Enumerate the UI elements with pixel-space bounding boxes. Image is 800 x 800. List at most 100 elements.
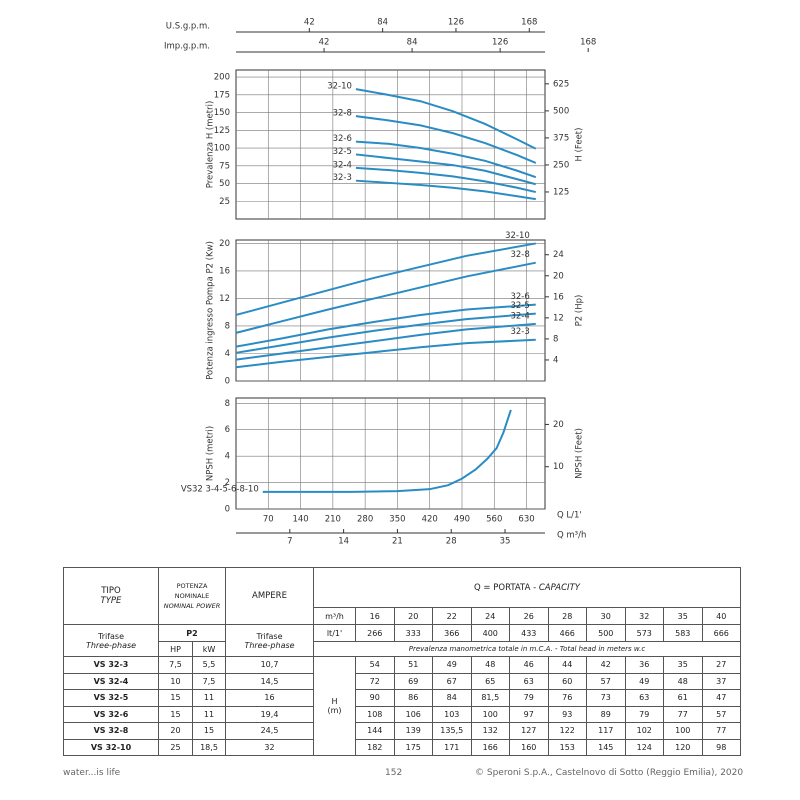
- cell-text: 573: [636, 628, 652, 638]
- top-axis-tick-label: 168: [580, 38, 596, 48]
- table-cell: 44: [547, 656, 587, 674]
- table-cell: 42: [586, 656, 626, 674]
- cell-text: 69: [408, 676, 419, 686]
- cell-text: 124: [636, 742, 652, 752]
- x2-tick-label: 14: [338, 537, 349, 547]
- cell-text: H: [331, 697, 338, 706]
- y-tick-label: 16: [219, 266, 230, 276]
- table-cell: 400: [470, 624, 510, 642]
- cell-text: 19,4: [260, 709, 279, 719]
- table-cell: 15: [158, 705, 193, 723]
- cell-text: TIPO: [101, 586, 121, 596]
- cell-text: 145: [598, 742, 614, 752]
- y-tick-label: 25: [219, 197, 230, 207]
- table-cell: 60: [547, 672, 587, 690]
- table-cell: 20: [393, 607, 433, 625]
- table-cell: 16: [355, 607, 395, 625]
- table-cell: 10,7: [225, 656, 314, 674]
- cell-text: 49: [639, 676, 650, 686]
- series-label: 32-3: [333, 173, 352, 183]
- table-cell: 18,5: [192, 738, 226, 756]
- cell-text: Prevalenza manometrica totale in m.C.A. …: [408, 645, 646, 653]
- table-row: VS 32-6 15 11 19,4 108 106 103 100 97 93 89 79 77 57: [63, 705, 741, 723]
- table-cell: VS 32-8: [63, 722, 159, 740]
- cell-text: 60: [562, 676, 573, 686]
- series-label: VS32 3-4-5-6-8-10: [181, 484, 259, 494]
- table-cell: 89: [586, 705, 626, 723]
- cell-text: VS 32-8: [93, 726, 129, 736]
- table-cell: 28: [547, 607, 587, 625]
- table-cell: 37: [701, 672, 741, 690]
- table-cell: 48: [470, 656, 510, 674]
- cell-text: 28: [562, 611, 573, 621]
- table-cell: Trifase Three-phase: [63, 624, 159, 657]
- cell-text: 14,5: [260, 676, 279, 686]
- y-axis-label: NPSH (metri): [206, 426, 216, 481]
- cell-text: 182: [367, 742, 383, 752]
- table-cell: 32: [225, 738, 314, 756]
- footer-left: water...is life: [63, 768, 121, 778]
- cell-text: 266: [367, 628, 383, 638]
- table-cell: 72: [355, 672, 395, 690]
- table-cell: 73: [586, 689, 626, 707]
- series-label: 32-8: [333, 109, 352, 119]
- cell-text: 35: [677, 660, 688, 670]
- cell-text: Three-phase: [244, 640, 295, 650]
- y-tick-label: 4: [225, 349, 230, 359]
- cell-text: Trifase: [256, 631, 283, 641]
- cell-text: 20: [408, 611, 419, 621]
- y-tick-label: 150: [214, 108, 230, 118]
- y-tick-label: 175: [214, 90, 230, 100]
- table-cell: 22: [432, 607, 472, 625]
- cell-text: 10: [170, 676, 181, 686]
- table-cell: VS 32-5: [63, 689, 159, 707]
- y-tick-label: 50: [219, 179, 230, 189]
- x-tick-label: 630: [518, 515, 534, 525]
- table-cell: 15: [192, 722, 226, 740]
- y-tick-label: 12: [219, 294, 230, 304]
- y-tick-label: 0: [225, 377, 230, 387]
- cell-text: Three-phase: [85, 640, 137, 650]
- cell-text: lt/1': [326, 628, 343, 638]
- table-cell: 124: [624, 738, 664, 756]
- cell-text: 47: [716, 693, 727, 703]
- y-tick-label: 8: [225, 399, 230, 409]
- y-tick-label: 6: [225, 425, 230, 435]
- table-cell: 79: [509, 689, 549, 707]
- cell-text: 466: [559, 628, 575, 638]
- cell-text: 15: [203, 726, 215, 736]
- y2-tick-label: 20: [553, 271, 564, 281]
- table-cell: 102: [624, 722, 664, 740]
- cell-text: 86: [408, 693, 419, 703]
- table-cell: 79: [624, 705, 664, 723]
- cell-text: kW: [202, 644, 216, 654]
- table-cell: 49: [432, 656, 472, 674]
- cell-text: 15: [170, 709, 181, 719]
- cell-text: 51: [408, 660, 419, 670]
- table-cell: 11: [192, 689, 226, 707]
- table-cell: POTENZA NOMINALE NOMINAL POWER: [158, 567, 226, 625]
- y2-tick-label: 20: [553, 420, 564, 430]
- table-cell: 20: [158, 722, 193, 740]
- cell-text: 132: [482, 726, 498, 736]
- cell-text: 89: [600, 709, 611, 719]
- cell-text: AMPERE: [252, 591, 287, 601]
- table-cell: 122: [547, 722, 587, 740]
- table-cell: 666: [701, 624, 741, 642]
- y2-tick-label: 250: [553, 160, 569, 170]
- y2-tick-label: 625: [553, 79, 569, 89]
- table-cell: 57: [586, 672, 626, 690]
- y-tick-label: 125: [214, 126, 230, 136]
- cell-text: 61: [677, 693, 688, 703]
- cell-text: 366: [444, 628, 460, 638]
- cell-text: 500: [598, 628, 614, 638]
- table-cell: 573: [624, 624, 664, 642]
- cell-text: 120: [675, 742, 691, 752]
- table-cell: TIPO TYPE: [63, 567, 159, 625]
- cell-text: 102: [636, 726, 652, 736]
- x2-axis-label: Q m³/h: [557, 531, 586, 541]
- table-cell: 120: [663, 738, 703, 756]
- series-label: 32-5: [510, 301, 529, 311]
- cell-text: 97: [523, 709, 534, 719]
- series-line: [235, 261, 536, 334]
